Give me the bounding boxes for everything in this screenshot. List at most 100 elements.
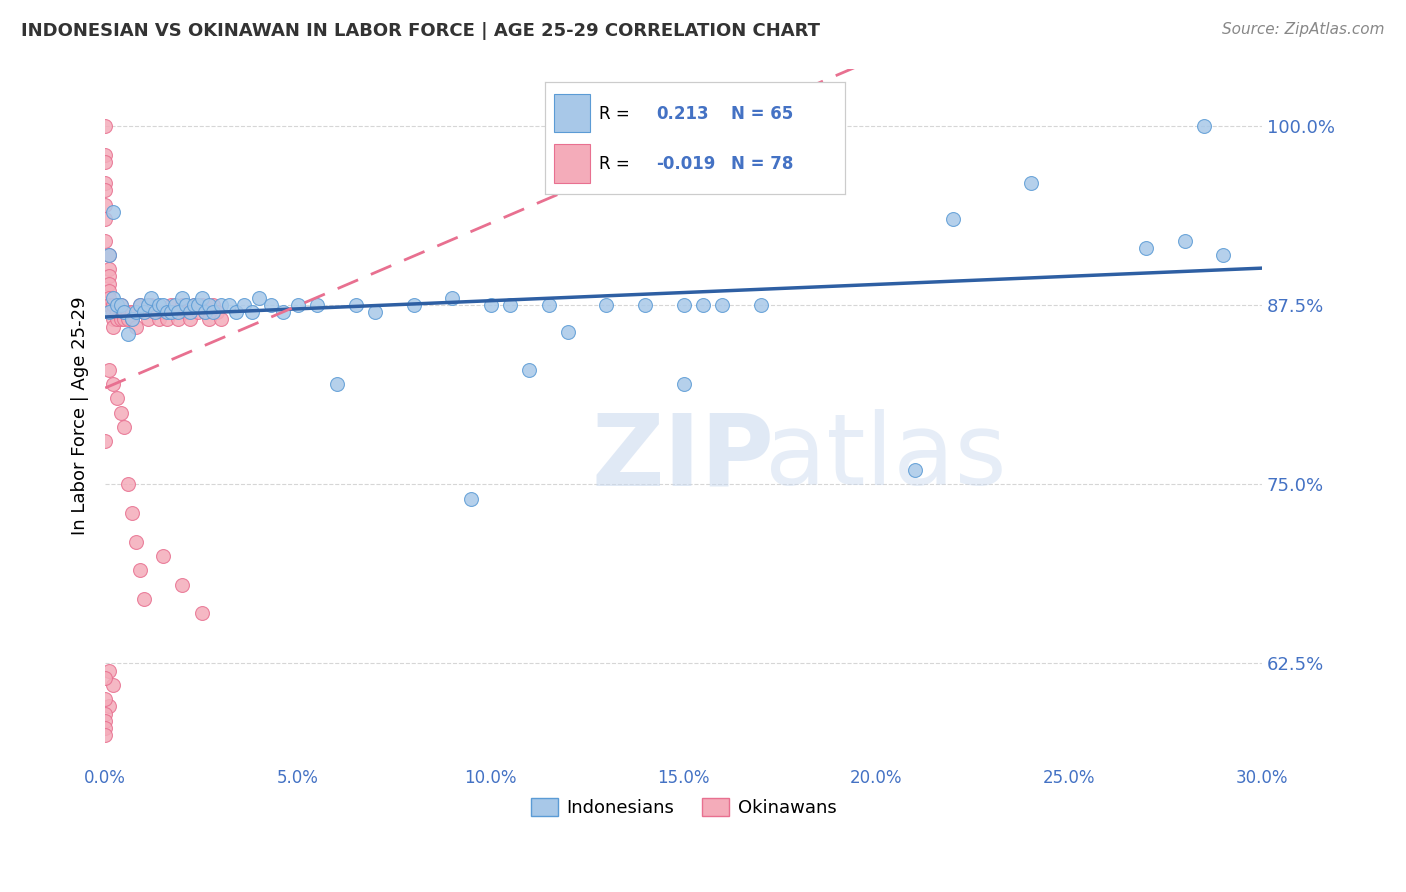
Point xyxy=(98,664,121,678)
Text: atlas: atlas xyxy=(765,409,1007,507)
Point xyxy=(94,721,117,735)
Point xyxy=(159,305,181,319)
Point xyxy=(179,305,201,319)
Point xyxy=(143,305,166,319)
Point xyxy=(101,312,124,326)
Point xyxy=(557,326,579,340)
Point xyxy=(105,391,128,405)
Point xyxy=(94,671,117,685)
Point xyxy=(101,298,124,312)
Point xyxy=(98,298,121,312)
Point xyxy=(156,312,179,326)
Point xyxy=(517,362,540,376)
Point xyxy=(105,312,128,326)
Point xyxy=(152,549,174,563)
Point xyxy=(233,298,256,312)
Point xyxy=(114,305,136,319)
Point xyxy=(114,305,136,319)
Point xyxy=(117,312,139,326)
Point xyxy=(163,305,186,319)
Point xyxy=(105,305,128,319)
Point xyxy=(98,248,121,262)
Point xyxy=(595,298,617,312)
Point xyxy=(260,298,283,312)
Point xyxy=(121,312,143,326)
Point xyxy=(101,678,124,692)
Point xyxy=(98,362,121,376)
Point xyxy=(172,577,194,591)
Point xyxy=(105,298,128,312)
Point xyxy=(141,291,163,305)
Point xyxy=(94,147,117,161)
Point xyxy=(94,183,117,197)
Point xyxy=(98,248,121,262)
Point xyxy=(672,298,695,312)
Point xyxy=(672,376,695,391)
Point xyxy=(110,298,132,312)
Point xyxy=(117,477,139,491)
Point xyxy=(101,319,124,334)
Point xyxy=(198,312,221,326)
Point xyxy=(129,563,152,577)
Point xyxy=(101,205,124,219)
Point xyxy=(110,298,132,312)
Point xyxy=(172,298,194,312)
Point xyxy=(344,298,367,312)
Legend: Indonesians, Okinawans: Indonesians, Okinawans xyxy=(523,790,844,824)
Point xyxy=(98,291,121,305)
Point xyxy=(287,298,309,312)
Text: ZIP: ZIP xyxy=(591,409,773,507)
Point xyxy=(110,305,132,319)
Point xyxy=(325,376,347,391)
Point xyxy=(114,420,136,434)
Point xyxy=(183,298,205,312)
Y-axis label: In Labor Force | Age 25-29: In Labor Force | Age 25-29 xyxy=(72,297,89,535)
Point xyxy=(94,154,117,169)
Point xyxy=(167,312,190,326)
Point xyxy=(172,291,194,305)
Point xyxy=(117,305,139,319)
Point xyxy=(98,269,121,284)
Point xyxy=(441,291,464,305)
Point xyxy=(205,305,228,319)
Text: INDONESIAN VS OKINAWAN IN LABOR FORCE | AGE 25-29 CORRELATION CHART: INDONESIAN VS OKINAWAN IN LABOR FORCE | … xyxy=(21,22,820,40)
Point xyxy=(94,234,117,248)
Point xyxy=(94,212,117,227)
Point xyxy=(121,312,143,326)
Point xyxy=(183,298,205,312)
Point xyxy=(94,434,117,449)
Point xyxy=(1174,234,1197,248)
Point xyxy=(98,305,121,319)
Point xyxy=(143,305,166,319)
Point xyxy=(1019,176,1042,190)
Point xyxy=(187,305,209,319)
Point xyxy=(634,298,657,312)
Point xyxy=(121,506,143,520)
Point xyxy=(499,298,522,312)
Point xyxy=(307,298,329,312)
Point xyxy=(240,305,263,319)
Point xyxy=(249,291,271,305)
Point xyxy=(198,298,221,312)
Point xyxy=(114,312,136,326)
Point xyxy=(94,692,117,706)
Point xyxy=(209,312,232,326)
Point xyxy=(94,119,117,133)
Point xyxy=(121,305,143,319)
Point xyxy=(1212,248,1234,262)
Point xyxy=(132,305,155,319)
Point xyxy=(159,298,181,312)
Point xyxy=(110,406,132,420)
Text: Source: ZipAtlas.com: Source: ZipAtlas.com xyxy=(1222,22,1385,37)
Point xyxy=(202,305,225,319)
Point xyxy=(190,607,212,621)
Point xyxy=(163,298,186,312)
Point xyxy=(105,298,128,312)
Point xyxy=(187,298,209,312)
Point xyxy=(125,305,148,319)
Point xyxy=(904,463,927,477)
Point xyxy=(94,197,117,211)
Point xyxy=(271,305,294,319)
Point xyxy=(174,305,197,319)
Point xyxy=(125,319,148,334)
